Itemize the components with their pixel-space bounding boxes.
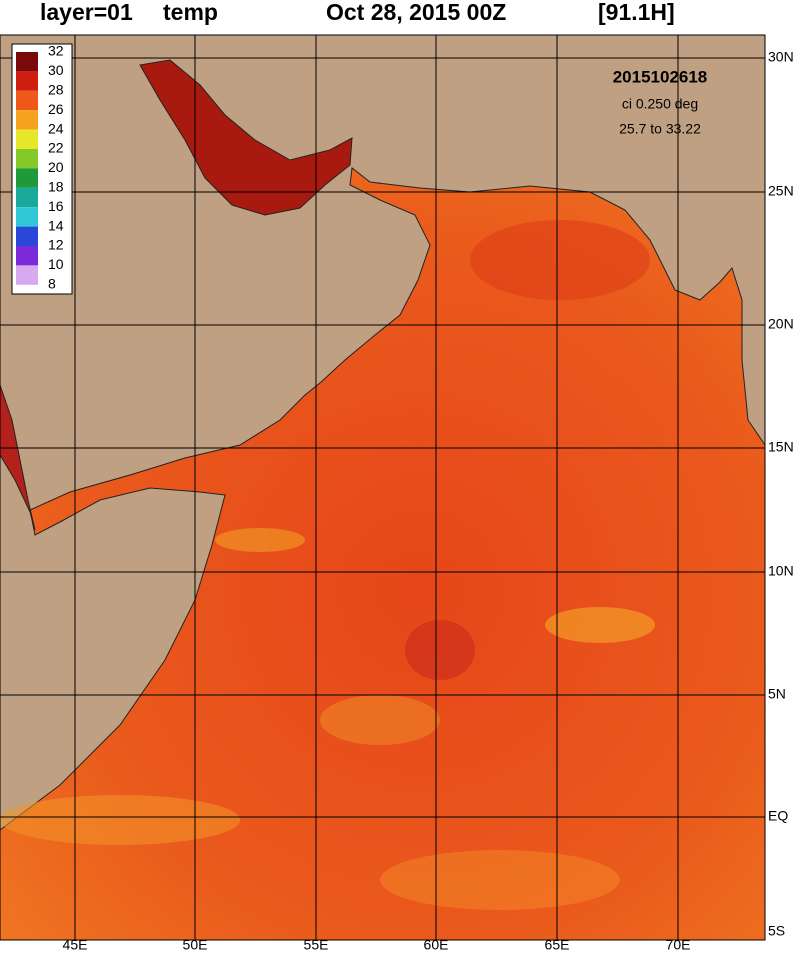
colorbar-swatch xyxy=(16,149,38,169)
colorbar-swatch xyxy=(16,226,38,246)
lat-label: 15N xyxy=(768,439,794,455)
title-layer: layer=01 xyxy=(40,0,133,25)
colorbar-label: 28 xyxy=(48,82,64,98)
lon-label: 55E xyxy=(304,937,329,952)
colorbar-label: 14 xyxy=(48,217,64,233)
lat-label: EQ xyxy=(768,808,788,824)
lat-label: 30N xyxy=(768,49,794,65)
colorbar-swatch xyxy=(16,265,38,285)
lat-label: 10N xyxy=(768,563,794,579)
colorbar-swatch xyxy=(16,168,38,188)
range-label: 25.7 to 33.22 xyxy=(619,121,701,137)
colorbar: 32 30 28 26 24 22 20 18 16 14 12 10 8 xyxy=(16,43,64,292)
lat-label: 25N xyxy=(768,183,794,199)
colorbar-label: 24 xyxy=(48,120,64,136)
colorbar-label: 10 xyxy=(48,256,64,272)
colorbar-swatch xyxy=(16,52,38,72)
colorbar-swatch xyxy=(16,207,38,227)
colorbar-swatch xyxy=(16,90,38,111)
colorbar-label: 26 xyxy=(48,101,64,117)
colorbar-label: 30 xyxy=(48,62,64,78)
lon-label: 70E xyxy=(666,937,691,952)
title-field: temp xyxy=(163,0,218,25)
lat-label: 20N xyxy=(768,316,794,332)
map xyxy=(0,35,765,940)
lat-label: 5S xyxy=(768,923,785,939)
lon-label: 45E xyxy=(63,937,88,952)
title-date: Oct 28, 2015 00Z xyxy=(326,0,506,25)
colorbar-swatch xyxy=(16,187,38,208)
colorbar-label: 20 xyxy=(48,159,64,175)
colorbar-label: 22 xyxy=(48,140,64,156)
plot-frame xyxy=(0,34,766,941)
lon-label: 50E xyxy=(183,937,208,952)
lat-label: 5N xyxy=(768,686,786,702)
colorbar-swatch xyxy=(16,246,38,266)
colorbar-swatch xyxy=(16,71,38,91)
title-forecast: [91.1H] xyxy=(598,0,675,25)
run-label: 2015102618 xyxy=(613,67,708,86)
persian-gulf xyxy=(139,59,353,216)
graticule: 45E 50E 55E 60E 65E 70E 30N 25N 20N 15N 10N 5N EQ 5S xyxy=(0,35,794,953)
interval-label: ci 0.250 deg xyxy=(622,96,698,112)
eddies xyxy=(0,220,655,910)
colorbar-swatch xyxy=(16,110,38,130)
red-sea xyxy=(0,384,36,531)
lon-label: 60E xyxy=(424,937,449,952)
colorbar-label: 32 xyxy=(48,43,64,59)
colorbar-label: 12 xyxy=(48,237,64,253)
lon-label: 65E xyxy=(545,937,570,952)
colorbar-swatch xyxy=(16,129,38,149)
arabian-sea xyxy=(0,167,765,940)
colorbar-label: 8 xyxy=(48,276,56,292)
colorbar-label: 16 xyxy=(48,198,64,214)
colorbar-label: 18 xyxy=(48,179,64,195)
